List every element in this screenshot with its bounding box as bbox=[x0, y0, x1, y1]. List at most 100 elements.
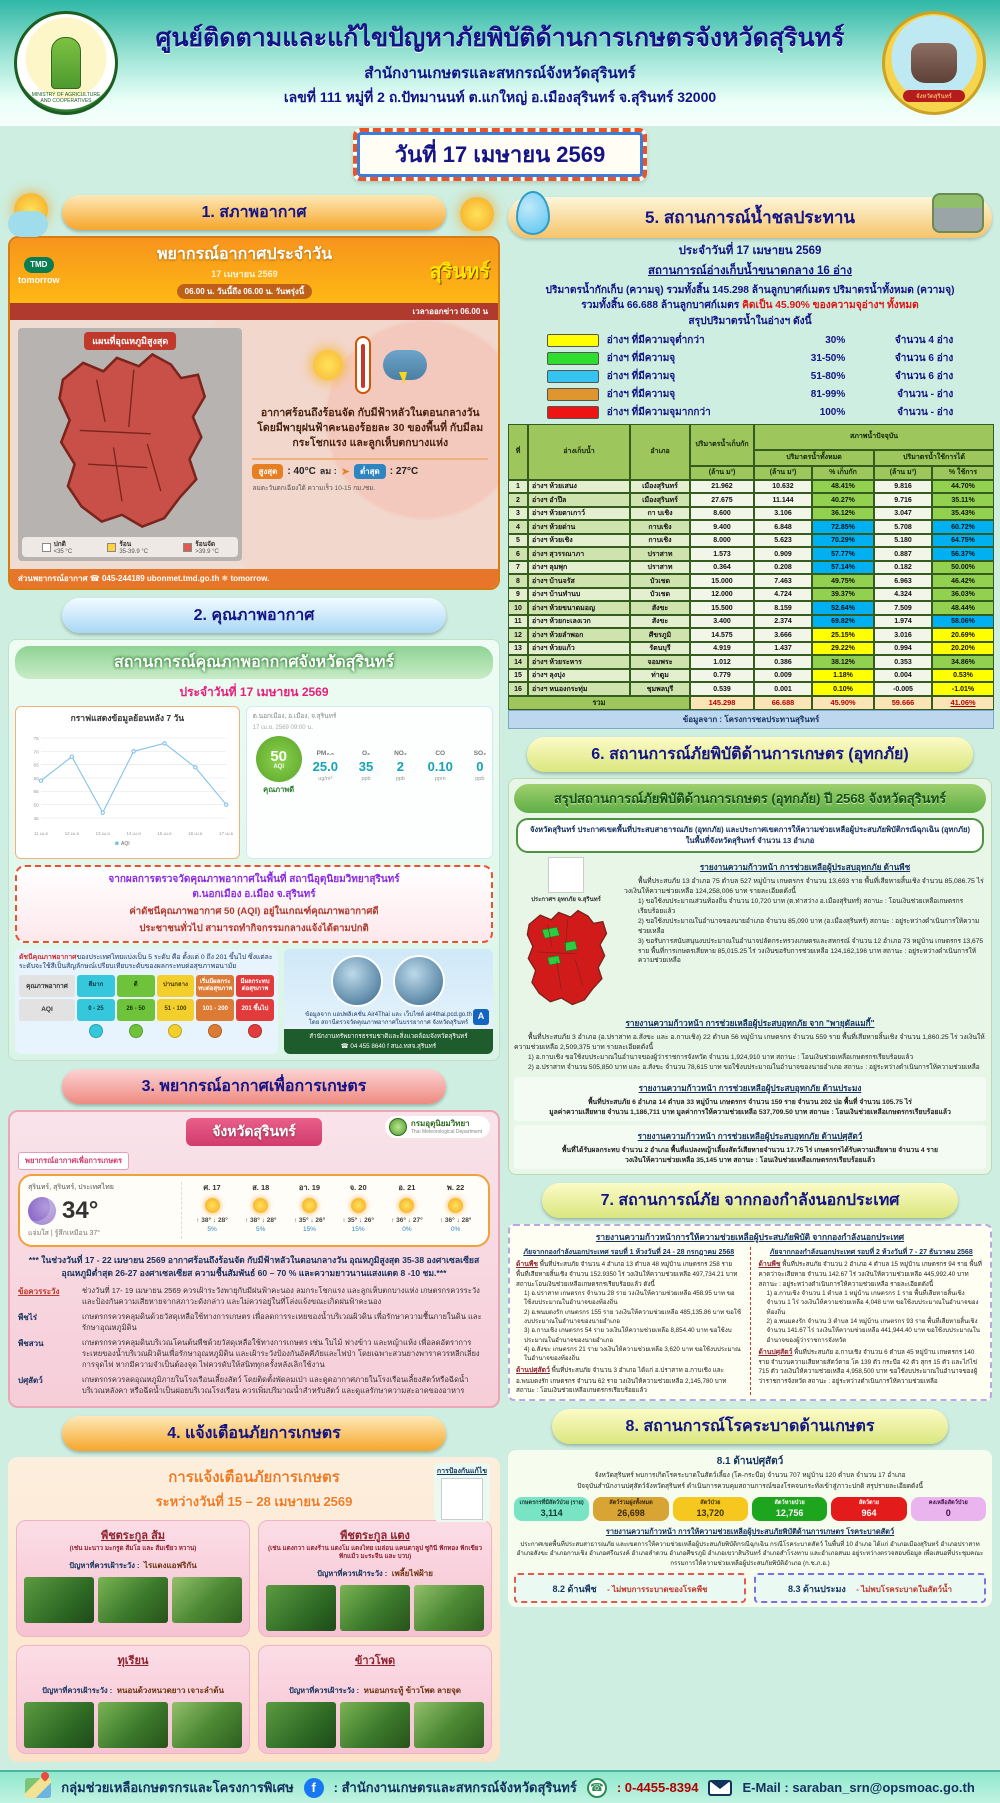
legend-row: อ่างฯ ที่มีความจุต่ำกว่า 30% จำนวน 4 อ่า… bbox=[546, 333, 953, 348]
table-row: 1 อ่างฯ ห้วยเสนง เมืองสุรินทร์ 21.962 10… bbox=[508, 479, 994, 494]
crop-report-items: 1) ขอใช้งบประมาณส่วนท้องถิ่น จำนวน 10,72… bbox=[624, 897, 986, 966]
forecast-day: จ. 20 ↑ 35° ↓ 26° 15% bbox=[342, 1183, 374, 1234]
header: MINISTRY OF AGRICULTURE AND COOPERATIVES… bbox=[0, 0, 1000, 126]
table-row: 5 อ่างฯ ห้วยเชิง กาบเชิง 8.000 5.623 70.… bbox=[508, 533, 994, 548]
table-row: 13 อ่างฯ ห้วยแก้ว รัตนบุรี 4.919 1.437 2… bbox=[508, 641, 994, 656]
table-row: 11 อ่างฯ ห้วยกะเลงเวก สังขะ 3.400 2.374 … bbox=[508, 614, 994, 629]
province-map bbox=[58, 352, 206, 529]
report-item: 1) อ.ปราสาท เกษตรกร จำนวน 28 ราย วงเงินใ… bbox=[524, 1290, 735, 1307]
flood-panel: สรุปสถานการณ์ภัยพิบัติด้านการเกษตร (อุทก… bbox=[508, 777, 992, 1175]
sun-icon bbox=[313, 350, 344, 380]
smiley-icon bbox=[128, 1023, 143, 1038]
max-temperature-map: แผนที่อุณหภูมิสูงสุด ปกติ bbox=[18, 328, 243, 562]
rain-cloud-icon bbox=[8, 211, 48, 237]
sun-icon bbox=[350, 1198, 366, 1214]
daily-weather-poster: TMD tomorrow พยากรณ์อากาศประจำวัน 17 เมษ… bbox=[8, 236, 500, 591]
poster-forecast-range: 06.00 น. วันนี้ถึง 06.00 น. วันพรุ่งนี้ bbox=[176, 284, 313, 299]
page-subtitle: สำนักงานเกษตรและสหกรณ์จังหวัดสุรินทร์ bbox=[364, 64, 636, 82]
scale-row-label-aqi: AQI bbox=[19, 998, 75, 1021]
aqi-status: คุณภาพดี bbox=[263, 785, 295, 795]
pest-card: พืชตระกูล ส้ม (เช่น มะนาว มะกรูด ส้มโอ แ… bbox=[16, 1519, 250, 1638]
flood-banner: สรุปสถานการณ์ภัยพิบัติด้านการเกษตร (อุทก… bbox=[514, 783, 986, 813]
pest-photo bbox=[266, 1585, 336, 1632]
border-round1: ภัยจากกองกำลังนอกประเทศ รอบที่ 1 ห้วงวัน… bbox=[516, 1248, 742, 1395]
status-badge: เกษตรกรที่มีสัตว์ป่วย (ราย) 3,114 bbox=[514, 1496, 590, 1521]
section7-title: 7. สถานการณ์ภัย จากกองกำลังนอกประเทศ bbox=[541, 1182, 959, 1218]
pest-alert-panel: การแจ้งเตือนภัยการเกษตร ระหว่างวันที่ 15… bbox=[8, 1456, 500, 1763]
qr-caption: ประกาศฯ อุทกภัย จ.สุรินทร์ bbox=[531, 896, 601, 903]
pest-cards: พืชตระกูล ส้ม (เช่น มะนาว มะกรูด ส้มโอ แ… bbox=[16, 1519, 492, 1755]
svg-text:55: 55 bbox=[34, 789, 40, 795]
legend-row: อ่างฯ ที่มีความจุ 31-50% จำนวน 6 อ่าง bbox=[546, 351, 953, 366]
reservoir-table: ที่ อ่างเก็บน้ำ อำเภอ ปริมาตรน้ำเก็บกัก … bbox=[508, 423, 994, 710]
pollutant: PM₂.₅ 25.0 ug/m³ bbox=[312, 750, 338, 783]
map-pin-icon bbox=[25, 1777, 52, 1798]
flood-province-map bbox=[526, 909, 608, 1005]
advice-row: พืชไร่ เกษตรกรควรคลุมดินด้วยวัสดุเหลือใช… bbox=[18, 1311, 482, 1332]
table-row: 16 อ่างฯ หนองกระทุ่ม ชุมพลบุรี 0.539 0.0… bbox=[508, 682, 994, 696]
section3-title: 3. พยากรณ์อากาศเพื่อการเกษตร bbox=[62, 1069, 446, 1105]
status-badge: สัตว์ป่วย 13,720 bbox=[672, 1496, 748, 1521]
min-temp-value: : 27°C bbox=[389, 465, 419, 477]
ministry-ring-text: MINISTRY OF AGRICULTURE AND COOPERATIVES bbox=[31, 92, 101, 104]
plant-disease-box: 8.2 ด้านพืช - ไม่พบการระบาดของโรคพืช bbox=[514, 1573, 746, 1604]
mail-icon bbox=[708, 1779, 733, 1796]
prevention-qr: การป้องกันแก้ไข bbox=[433, 1462, 490, 1522]
svg-text:65: 65 bbox=[34, 763, 40, 769]
disease-progress-heading: รายงานความก้าวหน้า การให้ความช่วยเหลือผู… bbox=[605, 1526, 895, 1536]
forecast-day: ส. 18 ↑ 38° ↓ 28° 5% bbox=[244, 1183, 277, 1234]
forecast-day: พ. 22 ↑ 36° ↓ 28° 0% bbox=[439, 1183, 472, 1234]
table-row: 8 อ่างฯ บ้านจรัส บัวเชด 15.000 7.463 49.… bbox=[508, 574, 994, 588]
table-row: 3 อ่างฯ ห้วยตาเกาว์ กา บเชิง 8.600 3.106… bbox=[508, 506, 994, 521]
aqi-chart: 45 50 55 60 65 70 75 11 เม.ย 12 เม.ย 13 เม.ย 14 เม… bbox=[34, 736, 234, 847]
legend-swatch bbox=[546, 369, 599, 383]
pest-photo bbox=[414, 1702, 484, 1749]
report-item: 1) ขอใช้งบประมาณส่วนท้องถิ่น จำนวน 10,72… bbox=[638, 898, 964, 915]
scale-row-label-quality: คุณภาพอากาศ bbox=[19, 974, 75, 997]
report-item: 2) อ.พนมดงรัก เกษตรกร 155 ราย วงเงินให้ค… bbox=[524, 1308, 742, 1325]
alert-period: ระหว่างวันที่ 15 – 28 เมษายน 2569 bbox=[155, 1493, 353, 1509]
svg-text:17 เม.ย: 17 เม.ย bbox=[219, 831, 234, 836]
pollutant-readings: PM₂.₅ 25.0 ug/m³ O₃ 35 ppb bbox=[313, 750, 486, 782]
max-temp-label: สูงสุด bbox=[252, 463, 284, 479]
advice-row: พืชสวน เกษตรกรควรคลุมดินบริเวณโคนต้นพืชด… bbox=[18, 1337, 480, 1369]
pest-photo bbox=[172, 1577, 242, 1624]
min-temp-label: ต่ำสุด bbox=[353, 463, 386, 479]
poster-date: 17 เมษายน 2569 bbox=[211, 269, 278, 279]
pest-photo bbox=[98, 1702, 168, 1749]
report-item: 3) อ.กาบเชิง เกษตรกร 54 ราย วงเงินให้ควา… bbox=[524, 1327, 732, 1344]
aqi-value: 50 bbox=[270, 747, 287, 765]
current-condition: แจ่มใส | รู้สึกเหมือน 37° bbox=[28, 1230, 101, 1238]
svg-text:13 เม.ย: 13 เม.ย bbox=[96, 831, 111, 836]
border-incident-panel: รายงานความก้าวหน้าการให้ความช่วยเหลือผู้… bbox=[508, 1223, 992, 1402]
svg-text:50: 50 bbox=[34, 803, 40, 809]
report-item: 1) อ.กาบเชิง ขอใช้งบประมาณในอำนาจของผู้ว… bbox=[528, 1054, 914, 1062]
section1-title: 1. สภาพอากาศ bbox=[62, 195, 446, 230]
phone-icon: ☎ bbox=[586, 1777, 607, 1798]
sun-icon bbox=[204, 1198, 220, 1214]
table-row: 9 อ่างฯ บ้านทำนบ บัวเชด 12.000 4.724 39.… bbox=[508, 587, 994, 602]
crop-report-paragraph: พื้นที่ประสบภัย 13 อำเภอ 75 ตำบล 527 หมู… bbox=[624, 877, 984, 895]
agro-forecast-note: *** ในช่วงวันที่ 17 - 22 เมษายน 2569 อาก… bbox=[28, 1255, 480, 1279]
legend-swatch bbox=[546, 333, 599, 347]
svg-text:75: 75 bbox=[34, 736, 40, 742]
status-badge: สัตว์ร่วมฝูงทั้งหมด 26,698 bbox=[593, 1496, 669, 1521]
aqi-scale-column: ปานกลาง 51 - 100 bbox=[156, 974, 195, 1038]
tmd-emblem-icon bbox=[388, 1118, 407, 1137]
legend-row: อ่างฯ ที่มีความจุ 81-99% จำนวน - อ่าง bbox=[546, 387, 953, 402]
livestock-disease-heading: 8.1 ด้านปศุสัตว์ bbox=[716, 1456, 784, 1468]
round1-items: 1) อ.ปราสาท เกษตรกร จำนวน 28 ราย วงเงินใ… bbox=[516, 1289, 742, 1363]
agro-forecast-panel: จังหวัดสุรินทร์ กรมอุตุนิยมวิทยา Thai Me… bbox=[8, 1110, 500, 1408]
report-item: 2) อ.ปราสาท จำนวน 505,850 บาท และ อ.สังข… bbox=[528, 1063, 980, 1071]
facebook-icon: f bbox=[303, 1777, 324, 1798]
disease-stat-badges: เกษตรกรที่มีสัตว์ป่วย (ราย) 3,114 สัตว์ร… bbox=[514, 1496, 986, 1521]
current-temp: 34° bbox=[62, 1197, 99, 1225]
agency-bar: สำนักงานทรัพยากรธรรมชาติและสิ่งแวดล้อมจั… bbox=[283, 1029, 493, 1055]
air-quality-advisory: จากผลการตรวจวัดคุณภาพอากาศในพื้นที่ สถาน… bbox=[15, 864, 493, 943]
section2-title: 2. คุณภาพอากาศ bbox=[62, 598, 446, 634]
aqi-scale-column: เริ่มมีผลกระทบต่อสุขภาพ 101 - 200 bbox=[196, 974, 235, 1038]
pollutant: SO₂ 0 ppb bbox=[473, 750, 486, 783]
table-row: 4 อ่างฯ ห้วยด่าน กาบเชิง 9.400 6.848 72.… bbox=[508, 520, 994, 534]
map-legend-item: ปกติ <35 °C bbox=[41, 539, 72, 555]
